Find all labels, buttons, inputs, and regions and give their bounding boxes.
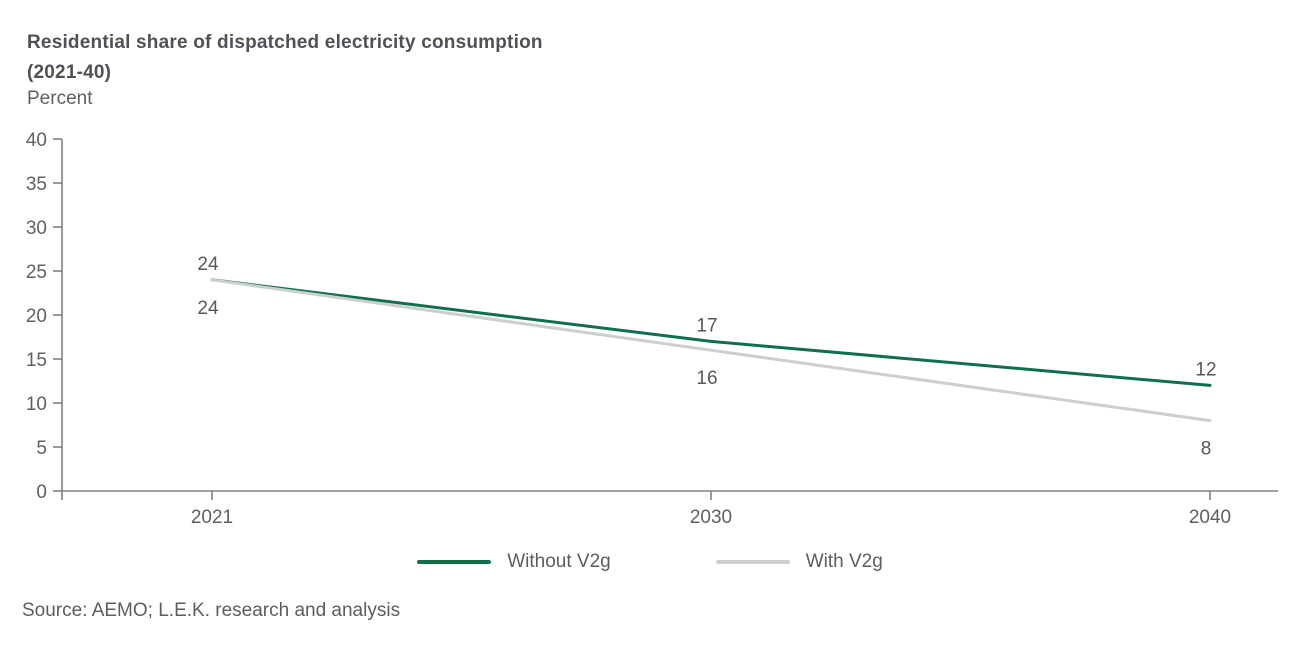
y-axis-tick-label: 30	[26, 218, 47, 239]
value-label-without-v2g: 24	[197, 254, 219, 275]
chart-title: Residential share of dispatched electric…	[27, 28, 543, 88]
chart-title-line1: Residential share of dispatched electric…	[27, 32, 543, 53]
legend-label-without-v2g: Without V2g	[507, 551, 611, 572]
y-axis-tick-label: 5	[36, 438, 47, 459]
y-axis-tick-label: 0	[36, 482, 47, 503]
legend-line-swatch-with-v2g	[715, 560, 790, 564]
value-label-with-v2g: 8	[1201, 439, 1212, 460]
y-axis-tick-label: 20	[26, 306, 47, 327]
x-axis-tick-label: 2040	[1189, 507, 1231, 528]
y-axis-tick-label: 25	[26, 262, 47, 283]
y-axis-tick-label: 35	[26, 174, 47, 195]
y-axis-tick-label: 15	[26, 350, 47, 371]
y-axis-unit-label: Percent	[27, 88, 93, 109]
chart-legend: Without V2g With V2g	[0, 551, 1300, 573]
value-label-with-v2g: 16	[696, 368, 717, 389]
value-label-without-v2g: 17	[696, 315, 717, 336]
source-note: Source: AEMO; L.E.K. research and analys…	[22, 600, 401, 621]
x-axis-tick-label: 2021	[191, 507, 233, 528]
series-line-without-v2g	[210, 278, 1212, 387]
legend-line-swatch-without-v2g	[417, 560, 492, 564]
legend-item-without-v2g: Without V2g	[417, 551, 611, 573]
y-axis-tick-label: 10	[26, 394, 47, 415]
legend-label-with-v2g: With V2g	[805, 551, 883, 572]
series-line-with-v2g	[210, 278, 1212, 423]
x-axis-tick-label: 2030	[690, 507, 732, 528]
legend-item-with-v2g: With V2g	[715, 551, 883, 573]
value-label-with-v2g: 24	[197, 298, 219, 319]
y-axis-tick-label: 40	[26, 130, 47, 151]
chart-title-line2: (2021-40)	[27, 62, 112, 83]
value-label-without-v2g: 12	[1195, 359, 1216, 380]
